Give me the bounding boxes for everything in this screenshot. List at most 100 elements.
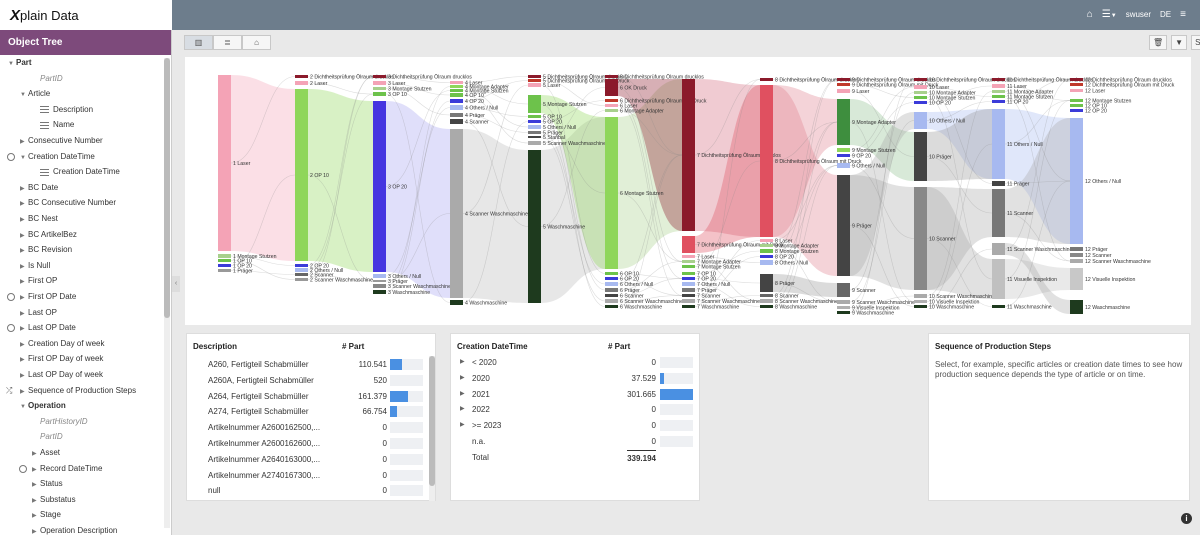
sankey-node[interactable] [682, 294, 695, 297]
chart-view-button[interactable]: ▥ [184, 35, 213, 50]
sankey-node[interactable] [605, 282, 618, 286]
collapsed-arrow-icon[interactable]: ▶ [20, 388, 25, 395]
sankey-node[interactable] [682, 288, 695, 292]
sankey-node[interactable] [1070, 268, 1083, 290]
sankey-node[interactable] [682, 255, 695, 258]
sankey-node[interactable] [914, 187, 927, 290]
tree-item[interactable]: ▼ Article [20, 87, 50, 101]
table-row[interactable]: n.a. 0 [451, 434, 699, 449]
sankey-node[interactable] [295, 89, 308, 261]
tree-item[interactable]: ▶ Is Null [20, 259, 50, 273]
sankey-node[interactable] [373, 274, 386, 278]
sankey-node[interactable] [528, 83, 541, 87]
sankey-node[interactable] [760, 299, 773, 303]
sankey-node[interactable] [992, 90, 1005, 93]
sankey-flow[interactable] [618, 79, 682, 231]
sankey-flow[interactable] [463, 129, 528, 303]
collapsed-arrow-icon[interactable]: ▶ [20, 295, 25, 301]
sankey-node[interactable] [605, 79, 618, 96]
tree-item[interactable]: ▶ Last OP Day of week [20, 368, 103, 382]
collapsed-arrow-icon[interactable]: ▶ [20, 217, 25, 223]
sankey-node[interactable] [218, 75, 231, 251]
sankey-flow[interactable] [541, 95, 605, 269]
collapsed-arrow-icon[interactable]: ▶ [20, 357, 25, 364]
sankey-flow[interactable] [773, 85, 837, 276]
sankey-node[interactable] [682, 265, 695, 268]
sankey-flow[interactable] [927, 187, 992, 290]
sankey-flow[interactable] [386, 101, 450, 298]
collapsed-arrow-icon[interactable]: ▶ [20, 201, 25, 208]
table-row[interactable]: Artikelnummer A2600162600,... 0 [187, 436, 435, 451]
tree-item[interactable]: ▶ First OP [20, 274, 57, 288]
options-dropdown[interactable]: ▼ [1171, 35, 1188, 50]
sankey-node[interactable] [1070, 104, 1083, 107]
tree-item[interactable]: ▶ Substatus [32, 493, 76, 507]
tree-item[interactable]: ▼ Part [8, 56, 32, 70]
tree-item[interactable]: ▶ Record DateTime [19, 462, 102, 476]
sankey-node[interactable] [760, 239, 773, 242]
sankey-node[interactable] [760, 244, 773, 247]
sankey-node[interactable] [837, 283, 850, 297]
table-row[interactable]: Artikelnummer A2640163000,... 0 [187, 452, 435, 467]
collapsed-arrow-icon[interactable]: ▶ [32, 451, 37, 457]
sankey-node[interactable] [373, 92, 386, 96]
description-scrollbar[interactable] [429, 356, 435, 501]
sankey-node[interactable] [1070, 78, 1083, 81]
sankey-node[interactable] [528, 75, 541, 78]
sankey-node[interactable] [1070, 83, 1083, 86]
sankey-node[interactable] [450, 119, 463, 124]
sankey-node[interactable] [528, 79, 541, 82]
sidebar-scroll-thumb[interactable] [164, 58, 170, 318]
sankey-node[interactable] [373, 81, 386, 85]
collapsed-arrow-icon[interactable]: ▶ [20, 185, 25, 192]
language-switch[interactable]: DE [1160, 10, 1172, 19]
sankey-node[interactable] [914, 132, 927, 181]
sankey-node[interactable] [450, 81, 463, 84]
sankey-flow[interactable] [850, 99, 914, 181]
expand-arrow-icon[interactable]: ▶ [460, 422, 465, 429]
sankey-node[interactable] [992, 78, 1005, 81]
sankey-node[interactable] [682, 272, 695, 275]
sankey-node[interactable] [373, 290, 386, 294]
tree-item[interactable]: ▶ Last OP [20, 306, 57, 320]
collapsed-arrow-icon[interactable]: ▶ [20, 326, 25, 333]
sankey-node[interactable] [914, 300, 927, 303]
tree-item[interactable]: Creation DateTime [32, 165, 120, 179]
collapsed-arrow-icon[interactable]: ▶ [20, 248, 25, 255]
list-icon[interactable]: ≡ [1180, 9, 1186, 20]
tree-item[interactable]: ▶ BC Date [20, 181, 58, 195]
expand-arrow-icon[interactable]: ▶ [460, 374, 465, 381]
sankey-node[interactable] [528, 115, 541, 118]
tree-item[interactable]: ▶ Consecutive Number [20, 134, 103, 148]
sankey-node[interactable] [528, 125, 541, 129]
sankey-node[interactable] [992, 109, 1005, 179]
sankey-node[interactable] [760, 274, 773, 292]
chevron-down-icon[interactable]: ▼ [1110, 13, 1117, 19]
data-view-button[interactable]: ≣ [213, 35, 242, 50]
sankey-node[interactable] [450, 99, 463, 103]
collapsed-arrow-icon[interactable]: ▶ [32, 482, 37, 489]
sankey-node[interactable] [605, 294, 618, 297]
sankey-node[interactable] [605, 288, 618, 292]
table-row[interactable]: Artikelnummer A2600162500,... 0 [187, 420, 435, 435]
sankey-node[interactable] [914, 112, 927, 129]
sankey-node[interactable] [682, 79, 695, 231]
sankey-node[interactable] [760, 294, 773, 297]
sankey-node[interactable] [760, 85, 773, 237]
tree-item[interactable]: ▶ BC Nest [20, 212, 58, 226]
sankey-node[interactable] [992, 95, 1005, 98]
collapsed-arrow-icon[interactable]: ▶ [20, 279, 25, 286]
tree-item[interactable]: ▶ Last OP Date [7, 321, 76, 335]
sankey-node[interactable] [1070, 99, 1083, 102]
sankey-node[interactable] [605, 299, 618, 303]
sankey-node[interactable] [295, 264, 308, 267]
sidebar-scrollbar[interactable] [164, 58, 170, 528]
sankey-node[interactable] [295, 81, 308, 85]
home-icon[interactable]: ⌂ [1086, 9, 1093, 20]
table-row[interactable]: ▶ < 2020 0 [451, 355, 699, 370]
sankey-node[interactable] [682, 260, 695, 263]
sankey-node[interactable] [1070, 300, 1083, 314]
tree-item[interactable]: ▶ First OP Date [7, 290, 76, 304]
sankey-node[interactable] [450, 93, 463, 97]
sankey-node[interactable] [914, 78, 927, 81]
